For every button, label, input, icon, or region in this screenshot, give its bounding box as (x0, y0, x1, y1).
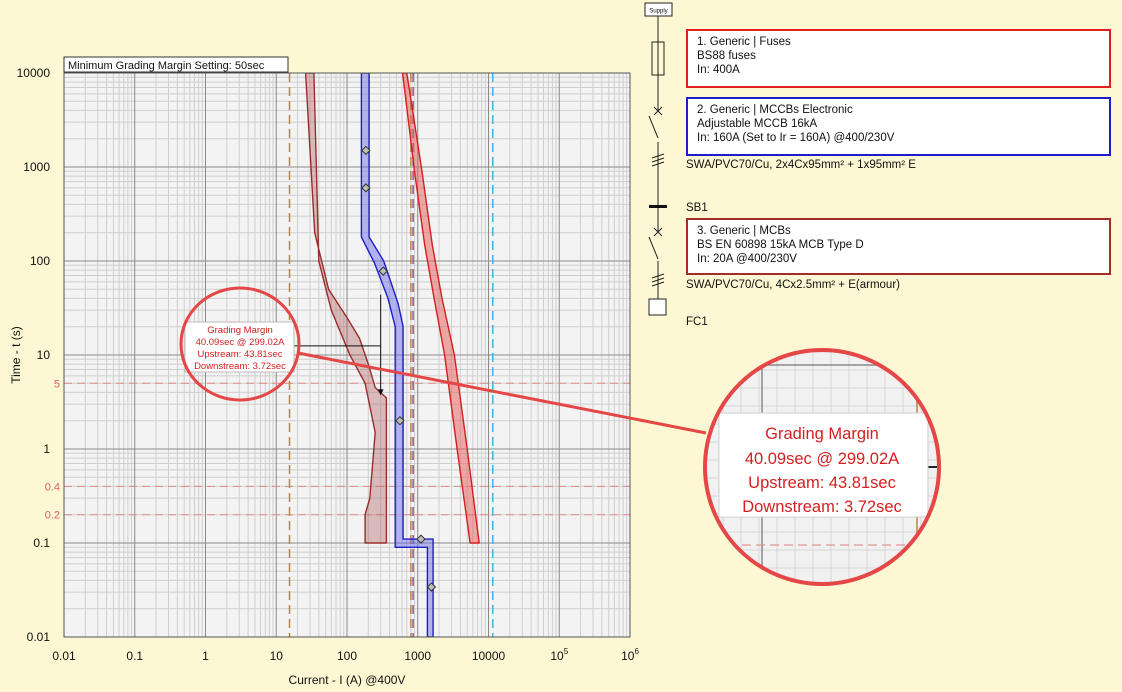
margin-line-3: Downstream: 3.72sec (194, 361, 286, 372)
y-tick-label: 0.1 (33, 536, 50, 550)
curve-marker[interactable] (361, 183, 371, 193)
time-reference-label: 5 (54, 378, 60, 390)
device-curves (304, 73, 480, 637)
load-label: FC1 (686, 316, 708, 328)
cable-marks-2 (651, 273, 665, 287)
zoom-margin-line-3: Downstream: 3.72sec (742, 498, 902, 516)
device-2-rating: In: 160A (Set to Ir = 160A) @400/230V (697, 132, 895, 144)
margin-line-1: 40.09sec @ 299.02A (196, 337, 286, 348)
busbar-sb1[interactable] (649, 205, 667, 208)
device-curve-band[interactable] (304, 73, 388, 544)
single-line-diagram[interactable]: Supply 1. Generic | Fuses (644, 2, 1111, 328)
grading-margin-box[interactable]: Grading Margin 40.09sec @ 299.02A Upstre… (184, 321, 295, 373)
x-tick-label: 0.01 (52, 649, 76, 663)
y-tick-label: 0.01 (27, 630, 51, 644)
time-reference-label: 0.4 (45, 481, 60, 493)
x-tick-label: 106 (621, 647, 639, 663)
curve-marker[interactable] (378, 266, 388, 276)
y-axis-label: Time - t (s) (9, 326, 23, 384)
mcb-blade[interactable] (648, 236, 659, 260)
device-curve-band[interactable] (401, 73, 480, 544)
zoom-magnifier: Grading Margin 40.09sec @ 299.02A Upstre… (703, 348, 941, 586)
x-tick-label: 10000 (472, 649, 506, 663)
time-current-plot[interactable] (63, 72, 631, 638)
x-tick-label: 100 (337, 649, 357, 663)
busbar-label: SB1 (686, 202, 708, 214)
device-1-rating: In: 400A (697, 64, 740, 76)
supply-label: Supply (649, 9, 667, 15)
zoom-ring (703, 348, 941, 586)
x-tick-exponent: 6 (634, 647, 639, 656)
device-1-title: 1. Generic | Fuses (697, 36, 791, 48)
plot-border (63, 72, 631, 638)
device-2-title: 2. Generic | MCCBs Electronic (697, 104, 853, 116)
device-curve-band[interactable] (360, 73, 434, 637)
y-tick-label: 100 (30, 254, 50, 268)
x-tick-exponent: 5 (564, 647, 569, 656)
device-card-fuse[interactable]: 1. Generic | Fuses BS88 fuses In: 400A (686, 29, 1111, 88)
cable-2-label: SWA/PVC70/Cu, 4Cx2.5mm² + E(armour) (686, 279, 900, 291)
margin-line-2: Upstream: 43.81sec (197, 349, 282, 360)
x-tick-labels: 0.01 0.1 1 10 100 1000 10000 105 106 (52, 647, 639, 663)
device-3-model: BS EN 60898 15kA MCB Type D (697, 239, 864, 251)
y-tick-label: 1 (43, 442, 50, 456)
device-2-model: Adjustable MCCB 16kA (697, 118, 817, 130)
x-tick-label: 1000 (404, 649, 431, 663)
device-1-model: BS88 fuses (697, 50, 756, 62)
callout-ring-small (179, 286, 301, 402)
zoom-margin-line-2: Upstream: 43.81sec (748, 474, 896, 492)
device-3-rating: In: 20A @400/230V (697, 253, 797, 265)
device-3-title: 3. Generic | MCBs (697, 225, 791, 237)
curve-marker[interactable] (426, 582, 437, 592)
zoom-margin-line-1: 40.09sec @ 299.02A (745, 450, 899, 468)
x-tick-label: 0.1 (126, 649, 143, 663)
y-tick-label: 10000 (17, 66, 51, 80)
y-tick-labels: 0.01 0.1 1 10 100 1000 10000 (17, 66, 51, 644)
margin-title: Grading Margin (207, 325, 272, 336)
zoom-margin-title: Grading Margin (765, 425, 879, 443)
time-reference-label: 0.2 (45, 510, 60, 522)
settings-label: Minimum Grading Margin Setting: 50sec (68, 60, 265, 72)
device-card-mcb[interactable]: 3. Generic | MCBs BS EN 60898 15kA MCB T… (686, 218, 1111, 275)
margin-arrowhead (377, 389, 384, 396)
cable-marks-1 (651, 153, 665, 167)
mccb-blade[interactable] (648, 115, 659, 139)
x-axis-label: Current - I (A) @400V (289, 673, 406, 687)
x-tick-label: 105 (550, 647, 568, 663)
x-tick-label: 1 (202, 649, 209, 663)
y-tick-label: 1000 (23, 160, 50, 174)
curve-marker[interactable] (395, 415, 405, 426)
settings-label-box (63, 56, 289, 73)
cable-1-label: SWA/PVC70/Cu, 2x4Cx95mm² + 1x95mm² E (686, 159, 916, 171)
zoom-margin-box (718, 412, 929, 518)
reference-line-labels: 5 0.4 0.2 (45, 378, 60, 521)
curve-marker[interactable] (361, 145, 371, 156)
grading-margin-measure (294, 294, 384, 396)
y-tick-label: 10 (37, 348, 51, 362)
load-fc1-symbol[interactable] (648, 298, 667, 316)
curve-marker[interactable] (416, 534, 426, 544)
callout-connector (297, 351, 707, 435)
device-card-mccb[interactable]: 2. Generic | MCCBs Electronic Adjustable… (686, 97, 1111, 156)
x-tick-label: 10 (270, 649, 284, 663)
curve-markers (361, 145, 437, 592)
